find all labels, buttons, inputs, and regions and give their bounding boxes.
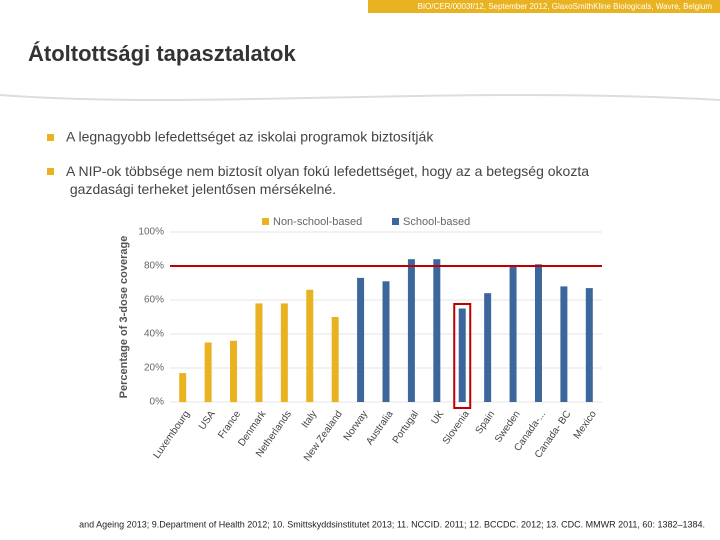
- header-bar: [368, 0, 720, 13]
- footer-references: and Ageing 2013; 9.Department of Health …: [79, 519, 705, 529]
- y-tick-label: 60%: [144, 295, 164, 306]
- bullet-line: gazdasági terheket jelentősen mérsékelné…: [66, 181, 336, 197]
- legend-label: School-based: [403, 216, 470, 228]
- bullet: [47, 134, 54, 141]
- bar: [560, 286, 568, 402]
- header-source: BIO/CER/0003f/12, September 2012, GlaxoS…: [417, 2, 712, 11]
- bar: [204, 342, 212, 402]
- bar: [280, 303, 288, 402]
- slide-title: Átoltottsági tapasztalatok: [28, 41, 296, 66]
- bar: [458, 308, 466, 402]
- y-axis-label: Percentage of 3-dose coverage: [118, 236, 130, 399]
- bar: [509, 266, 517, 402]
- legend-swatch: [262, 218, 269, 225]
- bar: [357, 277, 365, 402]
- x-tick-label: Spain: [474, 409, 498, 436]
- x-tick-label: Portugal: [391, 409, 421, 446]
- y-tick-label: 20%: [144, 363, 164, 374]
- legend-label: Non-school-based: [273, 216, 362, 228]
- x-tick-label: Italy: [300, 409, 320, 430]
- legend-swatch: [392, 218, 399, 225]
- bullet-text: A legnagyobb lefedettséget az iskolai pr…: [66, 129, 434, 145]
- y-tick-label: 100%: [138, 227, 164, 238]
- bar: [484, 293, 492, 402]
- bar: [407, 259, 415, 402]
- y-tick-label: 40%: [144, 329, 164, 340]
- bullet-line: A NIP-ok többsége nem biztosít olyan fok…: [66, 163, 589, 179]
- x-tick-label: Slovenia: [441, 409, 472, 447]
- bar: [382, 281, 390, 402]
- bar: [433, 259, 441, 402]
- bullet-text: A NIP-ok többsége nem biztosít olyan fok…: [66, 163, 589, 197]
- x-tick-label: USA: [197, 409, 218, 432]
- x-tick-label: UK: [429, 409, 446, 427]
- bar: [179, 373, 187, 402]
- bar: [230, 340, 238, 402]
- x-tick-label: Mexico: [572, 409, 599, 442]
- bar: [331, 317, 339, 402]
- bar: [534, 264, 542, 402]
- bar: [585, 288, 593, 402]
- bar: [306, 289, 314, 402]
- decor-wave: [0, 94, 720, 101]
- x-tick-label: France: [216, 409, 243, 441]
- y-tick-label: 80%: [144, 261, 164, 272]
- x-tick-label: Australia: [364, 409, 396, 448]
- x-tick-label: Luxembourg: [151, 409, 192, 461]
- y-tick-label: 0%: [150, 397, 165, 408]
- bar: [255, 303, 263, 402]
- bullet: [47, 168, 54, 175]
- highlight-box: [453, 303, 472, 409]
